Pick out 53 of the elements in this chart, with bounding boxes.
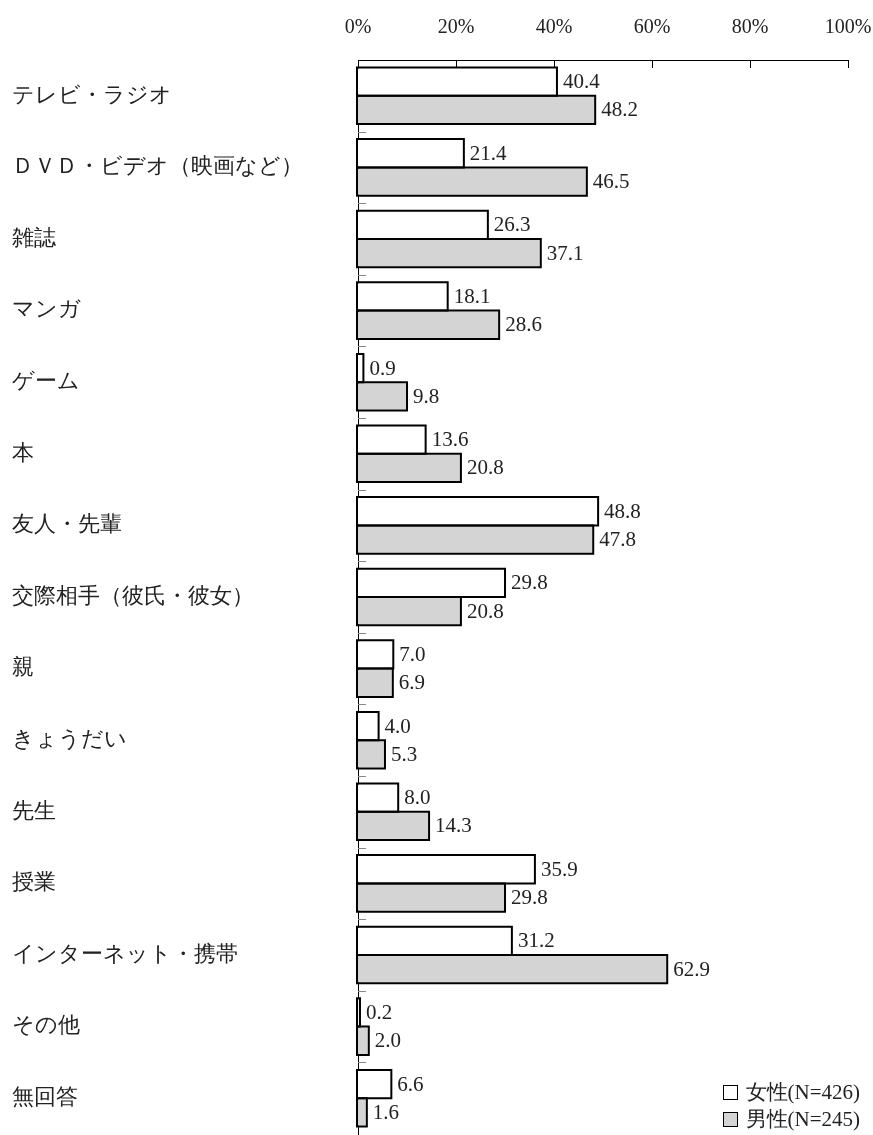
data-label: 29.8 (511, 885, 548, 910)
data-label: 46.5 (592, 169, 630, 194)
y-tick-label: 交際相手（彼氏・彼女） (12, 582, 254, 608)
x-tick-label: 100% (824, 15, 872, 38)
data-label: 48.2 (601, 97, 638, 122)
data-label: 20.8 (466, 598, 504, 623)
data-label: 1.6 (372, 1099, 400, 1124)
data-label: 28.6 (505, 312, 542, 337)
y-tick-label: 先生 (12, 797, 56, 823)
data-label: 26.3 (493, 212, 531, 237)
y-tick-label: その他 (12, 1012, 80, 1038)
text: 女性(N=426) (745, 1079, 860, 1106)
y-tick-label: テレビ・ラジオ (12, 81, 172, 107)
data-label: 37.1 (546, 240, 584, 265)
y-tick-label: 友人・先輩 (12, 511, 122, 537)
y-tick-label: ＤＶＤ・ビデオ（映画など） (12, 153, 303, 179)
data-label: 29.8 (511, 570, 548, 595)
data-label: 40.4 (562, 69, 601, 94)
y-tick-label: ゲーム (12, 367, 80, 393)
data-label: 18.1 (453, 283, 491, 308)
x-tick-label: 40% (535, 15, 573, 38)
y-tick-label: 本 (12, 439, 34, 465)
data-label: 0.2 (365, 999, 393, 1024)
data-label: 4.0 (384, 713, 411, 738)
x-tick-label: 60% (633, 15, 671, 38)
data-label: 20.8 (466, 455, 504, 480)
data-label: 31.2 (517, 928, 555, 953)
y-tick-label: マンガ (12, 296, 81, 322)
y-tick-label: 親 (12, 654, 34, 680)
legend-label: 男性(N=245) (745, 1106, 860, 1133)
y-tick-label: 無回答 (12, 1083, 78, 1109)
data-label: 62.9 (673, 956, 710, 981)
data-label: 47.8 (599, 527, 636, 552)
y-tick-label: きょうだい (12, 725, 127, 751)
x-tick-label: 80% (731, 15, 769, 38)
x-tick-label: 0% (344, 15, 372, 38)
data-label: 21.4 (469, 140, 508, 165)
y-tick-label: 授業 (12, 869, 56, 895)
data-label: 7.0 (399, 641, 426, 666)
data-label: 14.3 (435, 813, 472, 838)
data-label: 13.6 (431, 427, 469, 452)
data-label: 8.0 (404, 785, 431, 810)
data-label: 6.6 (397, 1071, 424, 1096)
y-tick-label: 雑誌 (12, 224, 56, 250)
y-tick-label: インターネット・携帯 (12, 940, 238, 966)
data-label: 0.9 (369, 355, 396, 380)
data-label: 35.9 (540, 856, 578, 881)
data-label: 2.0 (374, 1028, 402, 1053)
data-label: 9.8 (413, 383, 440, 408)
data-label: 6.9 (398, 670, 426, 695)
x-tick-label: 20% (437, 15, 475, 38)
data-label: 5.3 (390, 741, 418, 766)
data-label: 48.8 (604, 498, 641, 523)
